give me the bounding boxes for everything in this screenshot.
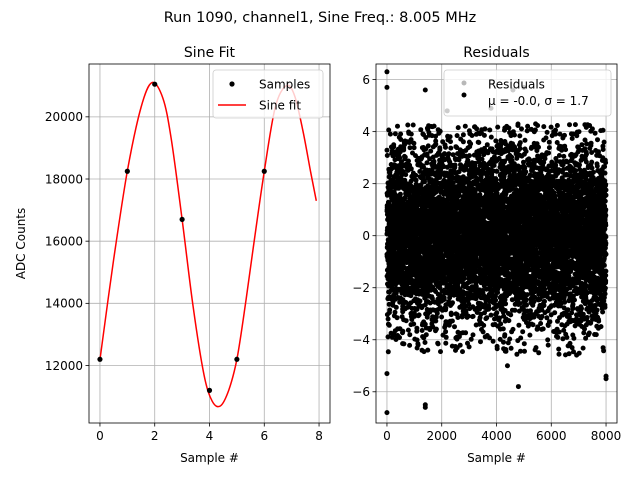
residual-outlier-point [603, 376, 609, 382]
residual-outlier-point [504, 363, 510, 369]
y-tick-label: 16000 [45, 234, 83, 248]
sample-point [234, 356, 240, 362]
x-tick-label: 2000 [426, 429, 457, 443]
sample-point [152, 81, 158, 87]
x-tick-label: 0 [383, 429, 391, 443]
residual-outlier-point [384, 410, 390, 416]
legend-marker-residuals [461, 92, 467, 98]
sample-point [97, 356, 103, 362]
y-tick-label: −2 [352, 281, 370, 295]
residual-outlier-point [515, 384, 521, 390]
residual-points [384, 121, 609, 358]
residuals-panel: 0 2000 4000 6000 8000 −6 −4 −2 0 2 4 6 Residuals Samp… [352, 45, 621, 465]
residual-outlier-point [422, 87, 428, 93]
y-tick-label: 6 [362, 73, 370, 87]
residual-outlier-point [422, 402, 428, 408]
x-tick-label: 0 [96, 429, 104, 443]
sample-point [179, 216, 185, 223]
y-tick-label: 12000 [45, 359, 83, 373]
x-tick-label: 8000 [591, 429, 622, 443]
legend-label-residuals: Residuals [488, 78, 545, 92]
legend-box [212, 69, 324, 119]
legend: Samples Sine fit [212, 69, 324, 119]
x-tick-label: 2 [151, 429, 159, 443]
y-tick-label: −6 [352, 385, 370, 399]
legend-label-fit: Sine fit [259, 99, 301, 113]
x-tick-label: 6000 [536, 429, 567, 443]
x-axis-label: Sample # [467, 451, 526, 465]
x-axis-label: Sample # [180, 451, 239, 465]
y-tick-label: 0 [362, 229, 370, 243]
y-tick-label: 2 [362, 177, 370, 191]
residual-outlier-point [384, 84, 390, 90]
figure-title: Run 1090, channel1, Sine Freq.: 8.005 MH… [164, 10, 477, 26]
y-tick-label: 18000 [45, 172, 83, 186]
x-tick-label: 4000 [481, 429, 512, 443]
residual-outlier-point [384, 371, 390, 377]
y-tick-label: 4 [362, 125, 370, 139]
sample-point [206, 387, 213, 393]
plot-area [384, 69, 609, 416]
sine-fit-panel: 0 2 4 6 8 12000 14000 16000 18000 20000 Sine Fit Sa… [14, 45, 331, 465]
legend-marker-samples [229, 81, 235, 87]
legend-label-samples: Samples [259, 78, 310, 92]
panel-title: Residuals [463, 45, 529, 61]
x-tick-label: 6 [260, 429, 268, 443]
y-tick-label: 14000 [45, 297, 83, 311]
legend-box [443, 69, 612, 117]
panel-title: Sine Fit [184, 45, 236, 61]
legend-label-stats: μ = -0.0, σ = 1.7 [488, 94, 589, 108]
y-tick-label: 20000 [45, 110, 83, 124]
y-axis-label: ADC Counts [14, 208, 28, 280]
residual-outlier-point [384, 69, 390, 75]
legend-marker-residuals [461, 80, 467, 86]
legend: Residuals μ = -0.0, σ = 1.7 [443, 69, 612, 117]
x-tick-label: 8 [315, 429, 323, 443]
sample-point [261, 168, 267, 174]
y-tick-label: −4 [352, 333, 370, 347]
x-tick-label: 4 [206, 429, 214, 443]
sample-point [124, 168, 130, 174]
